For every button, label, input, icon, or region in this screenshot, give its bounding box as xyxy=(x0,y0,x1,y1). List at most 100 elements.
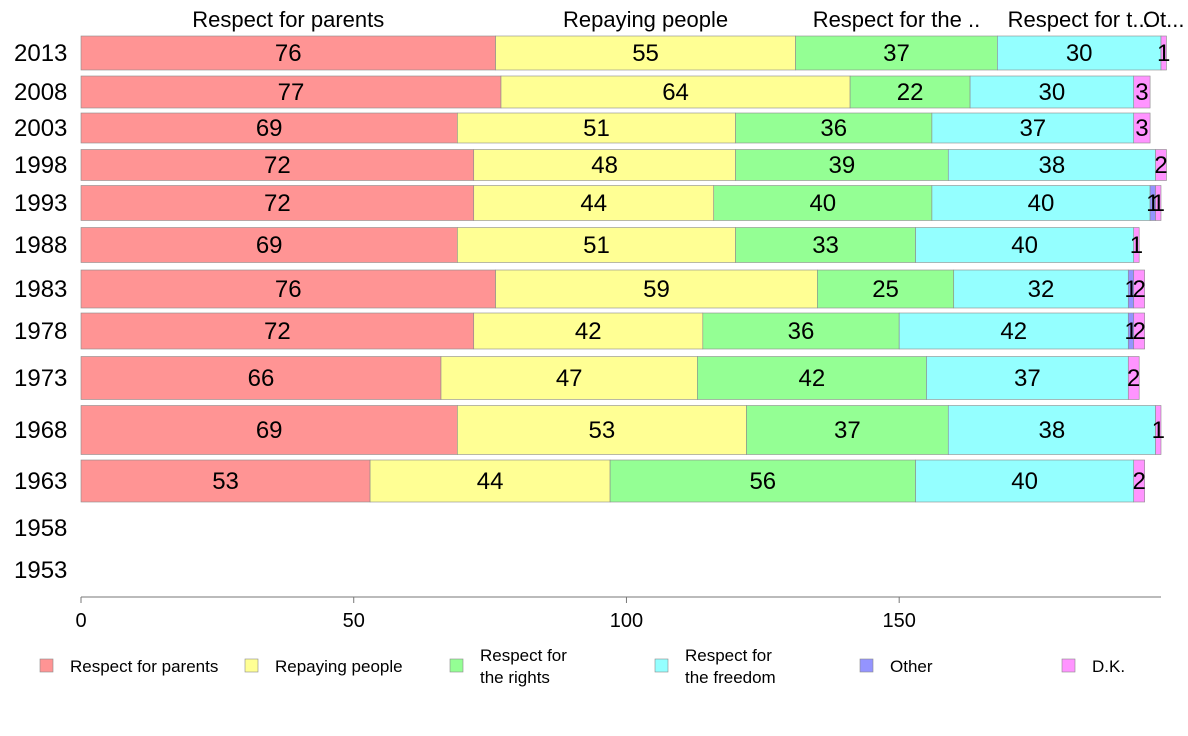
category-label: 1973 xyxy=(14,365,67,392)
data-label: 44 xyxy=(580,190,607,217)
bar-segment xyxy=(915,227,1135,263)
bar-segment xyxy=(457,405,747,455)
category-label: 1953 xyxy=(14,557,67,584)
data-label: 1 xyxy=(1152,417,1165,444)
bar-segment xyxy=(495,269,818,309)
data-label: 38 xyxy=(1039,417,1066,444)
x-tick-label: 50 xyxy=(343,610,365,632)
bar-segment xyxy=(80,75,502,109)
legend-label: Respect for parents xyxy=(70,657,218,676)
bar-segment xyxy=(440,356,698,400)
data-label: 47 xyxy=(556,365,583,392)
data-label: 44 xyxy=(477,468,504,495)
data-label: 40 xyxy=(1028,190,1055,217)
data-label: 42 xyxy=(799,365,826,392)
bar-segment xyxy=(1133,312,1145,350)
data-label: 76 xyxy=(275,40,302,67)
data-label: 72 xyxy=(264,190,291,217)
data-label: 56 xyxy=(749,468,776,495)
legend-swatch xyxy=(859,658,874,673)
bar-segment xyxy=(473,185,715,221)
legend-label: D.K. xyxy=(1092,657,1125,676)
bar-segment xyxy=(473,149,736,181)
legend-label: Repaying people xyxy=(275,657,403,676)
bar-segment xyxy=(495,35,796,71)
category-label: 2003 xyxy=(14,115,67,142)
legend-swatch xyxy=(654,658,669,673)
bar-segment xyxy=(953,269,1129,309)
bar-segment xyxy=(735,112,933,144)
bar-segment xyxy=(697,356,927,400)
category-label: 2008 xyxy=(14,79,67,106)
bar-segment xyxy=(1160,35,1167,71)
data-label: 42 xyxy=(575,318,602,345)
data-label: 53 xyxy=(212,468,239,495)
data-label: 30 xyxy=(1066,40,1093,67)
data-label: 69 xyxy=(256,115,283,142)
x-tick-label: 100 xyxy=(610,610,643,632)
bar-segment xyxy=(947,405,1156,455)
data-label: 66 xyxy=(248,365,275,392)
legend-label: Other xyxy=(890,657,933,676)
category-label: 1978 xyxy=(14,318,67,345)
bar-segment xyxy=(473,312,704,350)
column-header: Ot... xyxy=(1143,7,1185,32)
data-label: 53 xyxy=(589,417,616,444)
bar-segment xyxy=(1133,227,1140,263)
bar-segment xyxy=(80,185,475,221)
bar-segment xyxy=(80,35,496,71)
bar-segment xyxy=(457,227,736,263)
bar-segment xyxy=(500,75,851,109)
data-label: 22 xyxy=(897,79,924,106)
data-label: 51 xyxy=(583,232,610,259)
x-tick-label: 0 xyxy=(75,610,86,632)
x-tick-label: 150 xyxy=(882,610,915,632)
data-label: 1 xyxy=(1130,232,1143,259)
bar-segment xyxy=(926,356,1129,400)
legend: Respect for parents Repaying people Respec… xyxy=(39,646,1125,687)
bar-segment xyxy=(80,112,458,144)
legend-label: the freedom xyxy=(685,668,776,687)
data-label: 37 xyxy=(834,417,861,444)
bar-segment xyxy=(80,312,475,350)
bar-segment xyxy=(947,149,1156,181)
data-label: 2 xyxy=(1154,152,1167,179)
bar-segment xyxy=(969,75,1135,109)
data-label: 77 xyxy=(278,79,305,106)
bar-segment xyxy=(80,149,475,181)
data-label: 32 xyxy=(1028,276,1055,303)
data-label: 38 xyxy=(1039,152,1066,179)
bar-segment xyxy=(80,356,442,400)
legend-label: Respect for xyxy=(685,646,772,665)
bar-segment xyxy=(80,405,458,455)
data-label: 40 xyxy=(1011,468,1038,495)
data-label: 25 xyxy=(872,276,899,303)
bar-segment xyxy=(735,227,916,263)
data-label: 42 xyxy=(1000,318,1027,345)
bar-segment xyxy=(1133,112,1151,144)
data-label: 37 xyxy=(883,40,910,67)
bar-segment xyxy=(735,149,949,181)
data-label: 2 xyxy=(1133,468,1146,495)
data-label: 48 xyxy=(591,152,618,179)
bar-segment xyxy=(931,112,1135,144)
data-label: 33 xyxy=(812,232,839,259)
category-label: 1988 xyxy=(14,232,67,259)
data-label: 2 xyxy=(1127,365,1140,392)
data-label: 1 xyxy=(1152,190,1165,217)
data-label: 64 xyxy=(662,79,689,106)
category-label: 1958 xyxy=(14,515,67,542)
category-label: 2013 xyxy=(14,40,67,67)
data-label: 39 xyxy=(829,152,856,179)
category-label: 1963 xyxy=(14,468,67,495)
bar-segment xyxy=(817,269,955,309)
bar-segment xyxy=(795,35,998,71)
bar-segment xyxy=(1133,75,1151,109)
data-label: 40 xyxy=(809,190,836,217)
bar-segment xyxy=(702,312,900,350)
data-label: 37 xyxy=(1019,115,1046,142)
legend-label: the rights xyxy=(480,668,550,687)
column-header: Respect for parents xyxy=(192,7,384,32)
data-label: 30 xyxy=(1039,79,1066,106)
data-label: 72 xyxy=(264,152,291,179)
